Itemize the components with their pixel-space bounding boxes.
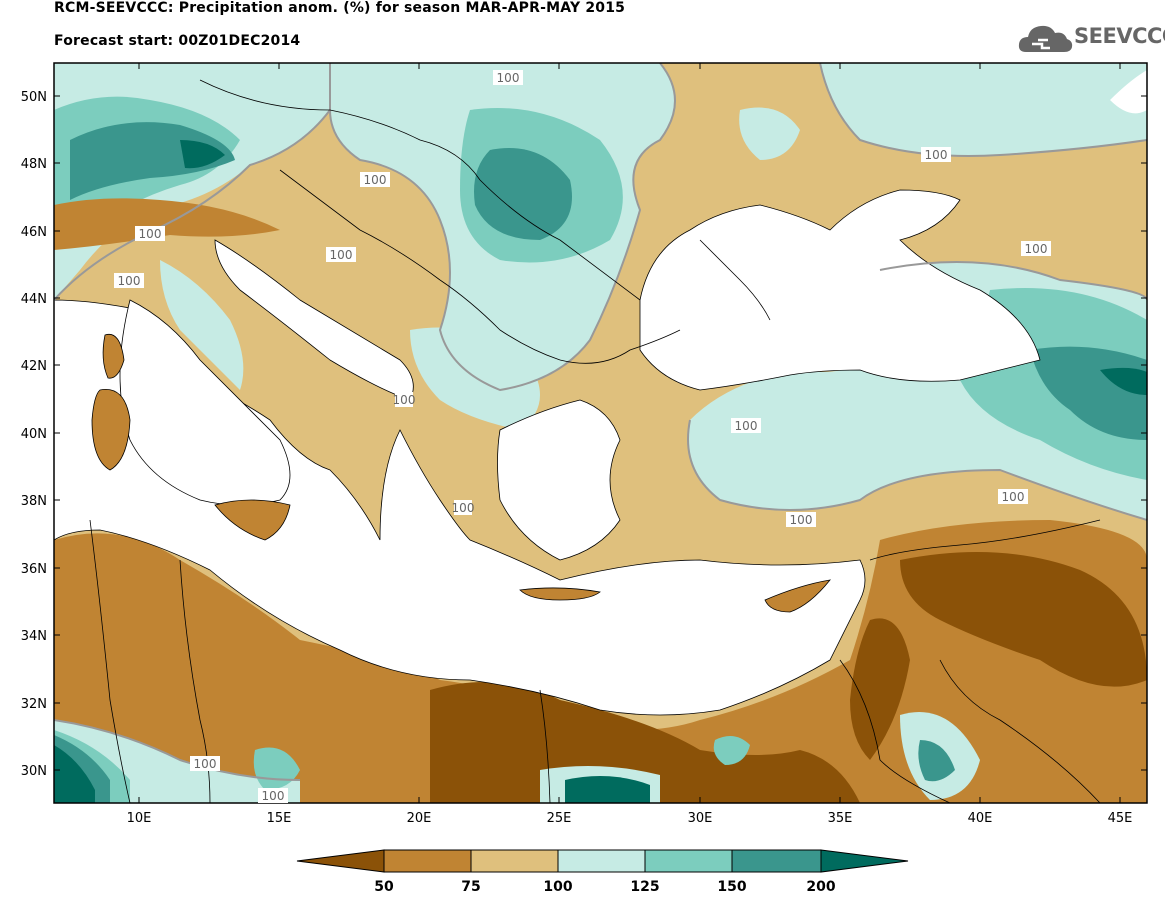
lon-label: 15E — [267, 811, 292, 826]
mediterranean-sea — [54, 299, 866, 716]
colorbar-label: 50 — [374, 879, 394, 895]
contour-label-group: 100 100 100 100 100 100 100 100 100 100 … — [114, 70, 1051, 803]
lat-ticks — [54, 95, 1147, 771]
lon-label: 30E — [688, 811, 713, 826]
colorbar-label: 75 — [461, 879, 480, 895]
contour-label: 100 — [330, 248, 353, 262]
lon-label: 45E — [1108, 811, 1133, 826]
corsica — [102, 333, 125, 379]
lat-labels: 50N 48N 46N 44N 42N 40N 38N 36N 34N 32N … — [21, 90, 47, 779]
lon-label: 40E — [968, 811, 993, 826]
contour-label: 100 — [393, 393, 416, 407]
contour-label: 100 — [118, 274, 141, 288]
field-lt-50-levant — [850, 618, 910, 760]
contour-label: 100 — [1002, 490, 1025, 504]
lon-label: 35E — [828, 811, 853, 826]
lon-label: 25E — [547, 811, 572, 826]
colorbar-labels: 50 75 100 125 150 200 — [374, 879, 836, 895]
contour-label: 100 — [262, 789, 285, 803]
colorbar-swatch-100-125 — [557, 849, 646, 873]
field-lt-50-arabia — [900, 552, 1147, 687]
cyprus — [764, 579, 831, 613]
logo-text: SEEVCCC — [1074, 24, 1165, 48]
colorbar-label: 125 — [630, 879, 659, 895]
colorbar-label: 100 — [543, 879, 572, 895]
seevccc-logo: SEEVCCC — [1018, 20, 1165, 60]
lat-label: 42N — [21, 359, 47, 374]
field-150-200-central — [474, 148, 572, 240]
contour-label: 100 — [735, 419, 758, 433]
lat-label: 38N — [21, 494, 47, 509]
lat-label: 36N — [21, 562, 47, 577]
contour-label: 100 — [1025, 242, 1048, 256]
lon-labels: 10E 15E 20E 25E 30E 35E 40E 45E — [127, 811, 1133, 826]
colorbar-label: 150 — [717, 879, 746, 895]
contour-label: 100 — [364, 173, 387, 187]
colorbar-swatch-125-150 — [644, 849, 733, 873]
contour-label: 100 — [790, 513, 813, 527]
field-100-125-northeast — [820, 63, 1147, 156]
lat-label: 44N — [21, 292, 47, 307]
field-lt-50-south — [430, 682, 860, 803]
caspian-fragment — [1110, 70, 1147, 114]
map-subtitle: Forecast start: 00Z01DEC2014 — [54, 33, 301, 49]
field-125-150-nile — [713, 736, 750, 765]
contour-label: 100 — [925, 148, 948, 162]
field-200-egypt — [565, 776, 650, 803]
sicily — [214, 499, 291, 541]
contour-label: 100 — [452, 501, 475, 515]
contour-label: 100 — [497, 71, 520, 85]
lat-label: 46N — [21, 225, 47, 240]
lat-label: 34N — [21, 629, 47, 644]
colorbar-swatch-75-100 — [470, 849, 559, 873]
lon-label: 10E — [127, 811, 152, 826]
cloud-icon — [1018, 25, 1073, 52]
field-100-125-ukraine — [739, 107, 800, 160]
sardinia — [91, 388, 131, 471]
lat-label: 30N — [21, 764, 47, 779]
lat-label: 32N — [21, 697, 47, 712]
field-200-alps — [180, 140, 225, 169]
colorbar-label: 200 — [806, 879, 835, 895]
colorbar-swatch-gt200 — [820, 849, 909, 873]
lat-label: 48N — [21, 157, 47, 172]
map-fields — [54, 63, 1147, 803]
colorbar-swatch-50-75 — [383, 849, 472, 873]
field-200-caucasus — [1100, 367, 1147, 395]
black-sea — [639, 189, 1041, 391]
colorbar — [296, 849, 909, 873]
lat-label: 40N — [21, 427, 47, 442]
contour-label: 100 — [139, 227, 162, 241]
lat-label: 50N — [21, 90, 47, 105]
crete — [519, 587, 601, 601]
colorbar-swatch-lt50 — [296, 849, 385, 873]
contour-label: 100 — [194, 757, 217, 771]
field-100-125-italy — [160, 260, 244, 390]
field-150-200-arabia — [918, 740, 955, 782]
lon-label: 20E — [407, 811, 432, 826]
colorbar-swatch-150-200 — [731, 849, 822, 873]
field-100-125-balkans — [410, 327, 540, 430]
aegean-sea — [497, 399, 621, 561]
map-title: RCM-SEEVCCC: Precipitation anom. (%) for… — [54, 0, 626, 16]
country-borders — [89, 79, 1101, 803]
field-200-libya — [54, 745, 95, 803]
